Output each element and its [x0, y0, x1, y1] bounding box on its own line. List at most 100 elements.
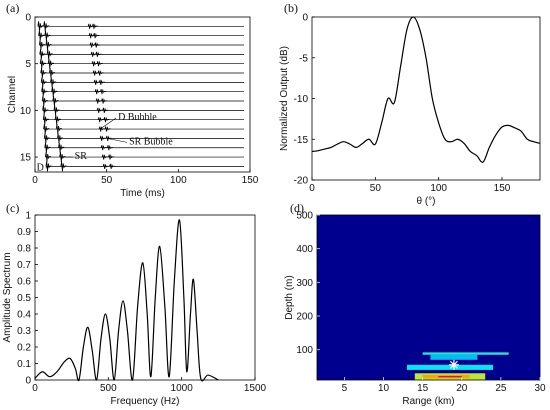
arrival: [38, 30, 45, 41]
y-tick-label: 0: [302, 13, 308, 24]
heatmap-background: [317, 215, 540, 380]
y-tick-label: 5: [25, 59, 31, 70]
arrival: [46, 49, 53, 60]
panel: 5 10 15 20 25 30 100 200 300 400 500 Range (km) Dept…: [284, 211, 546, 408]
arrival: [98, 126, 105, 132]
axes-frame: [316, 214, 541, 381]
arrival: [99, 135, 106, 141]
arrival: [97, 116, 104, 123]
panel: D SR D Bubble SR Bubble 0 50 100 150 0 5 10 15 Time …: [7, 13, 259, 200]
arrival: [54, 114, 61, 125]
arrival: [50, 77, 57, 88]
arrival: [58, 142, 65, 153]
y-tick-label: -20: [294, 176, 309, 187]
arrival: [93, 32, 100, 39]
y-tick-label: 0.8: [17, 244, 31, 255]
x-tick-label: 0: [32, 175, 38, 186]
arrival: [40, 77, 47, 88]
annotation-arrow: [107, 138, 128, 143]
arrival: [45, 161, 52, 172]
x-tick-label: 10: [378, 383, 390, 394]
arrival: [41, 95, 48, 107]
panel-label: (d): [290, 201, 304, 215]
arrival: [39, 58, 46, 69]
annotation: SR Bubble: [129, 136, 173, 147]
y-tick-label: 0.5: [17, 293, 31, 304]
arrival: [44, 151, 52, 163]
line: [34, 219, 219, 382]
y-tick-label: 500: [296, 211, 313, 222]
x-tick-label: 5: [342, 383, 348, 394]
x-tick-label: 30: [534, 383, 546, 394]
y-axis-label: Depth (m): [284, 275, 295, 319]
arrival: [95, 51, 102, 57]
arrival: [99, 88, 107, 95]
arrival: [102, 163, 109, 169]
arrival: [97, 70, 104, 76]
arrival: [105, 135, 112, 141]
heatmap-cell: [438, 375, 462, 378]
x-tick-label: 150: [242, 175, 259, 186]
x-tick-label: 50: [101, 175, 113, 186]
arrival: [56, 133, 64, 144]
x-tick-label: 1000: [171, 383, 194, 394]
arrival: [44, 30, 51, 41]
arrival: [108, 154, 115, 160]
arrival: [38, 39, 46, 51]
panel: 0 500 1000 1500 0 0.1 0.2 0.3 0.4 0.5 0.6 0.7 0.8 0.9…: [2, 211, 267, 408]
axes-frame: [34, 214, 256, 381]
arrival: [41, 86, 48, 97]
arrival: [42, 105, 49, 116]
arrival: [91, 23, 99, 29]
x-tick-label: 15: [417, 383, 429, 394]
y-tick-label: 400: [296, 244, 313, 255]
arrival: [94, 88, 101, 95]
y-tick-label: 0: [25, 13, 31, 24]
y-tick-label: 100: [296, 345, 313, 356]
arrival: [59, 151, 66, 163]
y-tick-label: 1: [25, 211, 31, 222]
x-tick-label: 1500: [244, 383, 267, 394]
panel: 0 50 100 150 -20 -15 -10 -5 0 θ (°) Normalized Out…: [279, 13, 541, 207]
y-tick-label: 10: [20, 106, 32, 117]
arrival: [48, 67, 56, 79]
x-axis-label: Frequency (Hz): [111, 396, 180, 407]
arrival: [43, 21, 50, 32]
arrival: [43, 133, 50, 144]
x-tick-label: 150: [494, 183, 511, 194]
arrival: [106, 144, 113, 151]
heatmap-cell: [430, 354, 478, 360]
arrival: [43, 123, 50, 135]
x-axis-label: θ (°): [417, 196, 436, 207]
arrival: [55, 123, 62, 135]
y-axis-label: Normalized Output (dB): [279, 46, 290, 151]
x-tick-label: 100: [170, 175, 187, 186]
y-tick-label: 0: [25, 376, 31, 387]
x-tick-label: 0: [309, 183, 315, 194]
y-tick-label: 0.9: [17, 227, 31, 238]
y-tick-label: -15: [294, 135, 309, 146]
panel-label: (a): [6, 1, 19, 15]
arrival: [37, 21, 44, 32]
arrival: [53, 105, 60, 116]
arrival: [89, 42, 96, 48]
arrival: [42, 114, 49, 125]
arrival: [109, 163, 116, 169]
annotation-arrow: [99, 117, 117, 130]
annotation-arrow: [45, 166, 48, 169]
arrival: [90, 51, 97, 57]
x-tick-label: 500: [100, 383, 117, 394]
arrival: [100, 144, 107, 151]
x-tick-label: 20: [456, 383, 468, 394]
arrival: [91, 60, 98, 67]
arrival: [98, 79, 105, 85]
axes-frame: [34, 16, 251, 173]
arrival: [93, 79, 100, 85]
y-tick-label: 0.1: [17, 359, 31, 370]
y-tick-label: 0.2: [17, 343, 31, 354]
annotation: SR: [75, 151, 88, 162]
y-axis-label: Channel: [7, 76, 18, 113]
x-axis-label: Time (ms): [120, 188, 165, 199]
y-tick-label: -10: [294, 94, 309, 105]
arrival: [39, 49, 46, 60]
